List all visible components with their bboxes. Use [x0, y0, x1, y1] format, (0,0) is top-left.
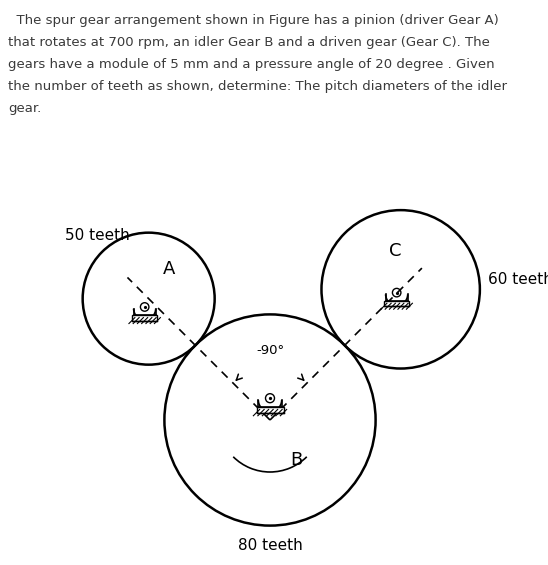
Bar — [256, 407, 283, 412]
Text: gears have a module of 5 mm and a pressure angle of 20 degree . Given: gears have a module of 5 mm and a pressu… — [8, 58, 495, 71]
Text: 60 teeth: 60 teeth — [488, 272, 548, 287]
Text: gear.: gear. — [8, 102, 41, 115]
Text: A: A — [163, 260, 175, 277]
Text: 80 teeth: 80 teeth — [238, 538, 302, 553]
Text: C: C — [389, 242, 401, 260]
Text: -90°: -90° — [256, 344, 284, 357]
Bar — [384, 301, 409, 306]
Text: The spur gear arrangement shown in Figure has a pinion (driver Gear A): The spur gear arrangement shown in Figur… — [8, 14, 499, 27]
Bar — [132, 315, 157, 320]
Text: B: B — [290, 451, 302, 469]
Text: the number of teeth as shown, determine: The pitch diameters of the idler: the number of teeth as shown, determine:… — [8, 80, 507, 93]
Text: that rotates at 700 rpm, an idler Gear B and a driven gear (Gear C). The: that rotates at 700 rpm, an idler Gear B… — [8, 36, 490, 49]
Text: 50 teeth: 50 teeth — [65, 228, 129, 242]
